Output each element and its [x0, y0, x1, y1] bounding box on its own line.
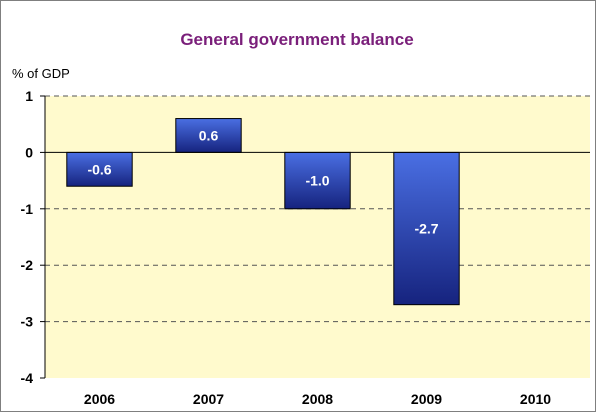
y-tick-label: 0 — [25, 144, 33, 160]
chart-title: General government balance — [180, 30, 414, 49]
x-tick-label: 2007 — [193, 391, 224, 407]
y-axis-label: % of GDP — [12, 66, 70, 81]
bar-2009 — [393, 151, 460, 306]
x-tick-label: 2006 — [84, 391, 115, 407]
x-tick-label: 2010 — [520, 391, 551, 407]
y-tick-label: -4 — [21, 370, 34, 386]
y-tick-label: -2 — [21, 257, 34, 273]
data-label-2006: -0.6 — [87, 161, 111, 177]
data-label-2008: -1.0 — [305, 173, 329, 189]
plot-area — [45, 96, 590, 378]
x-tick-label: 2008 — [302, 391, 333, 407]
data-label-2007: 0.6 — [199, 127, 219, 143]
y-tick-label: -3 — [21, 314, 34, 330]
x-tick-label: 2009 — [411, 391, 442, 407]
data-label-2009: -2.7 — [414, 221, 438, 237]
bar-2008 — [284, 151, 351, 210]
y-tick-label: 1 — [25, 88, 33, 104]
y-tick-label: -1 — [21, 201, 34, 217]
